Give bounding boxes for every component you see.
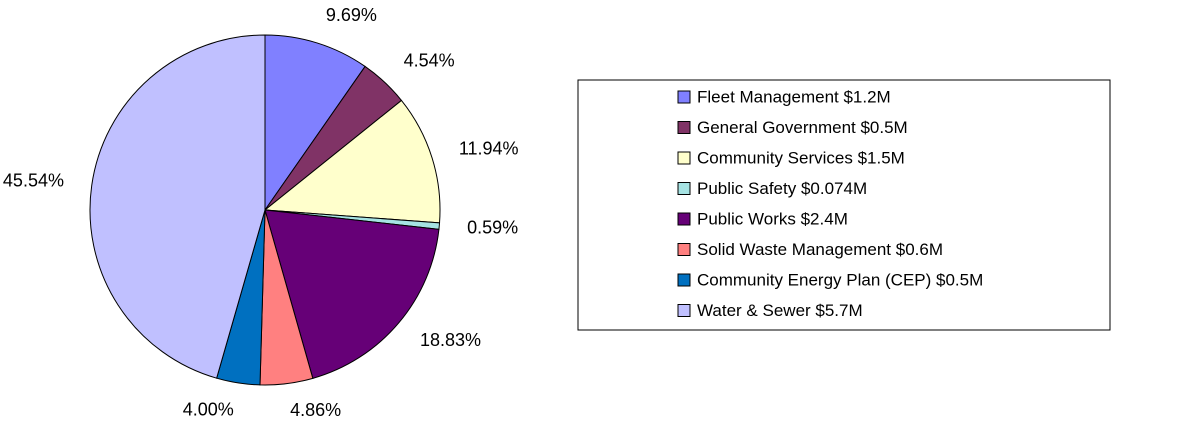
legend-swatch: [677, 182, 691, 195]
data-label: 9.69%: [326, 5, 377, 25]
legend-label: Solid Waste Management $0.6M: [697, 240, 943, 259]
pie-slice: [264, 209, 440, 379]
legend-swatch: [677, 121, 691, 134]
legend-swatch: [677, 212, 691, 226]
legend-swatch: [677, 304, 691, 317]
legend-label: Community Energy Plan (CEP) $0.5M: [697, 270, 983, 289]
data-label: 4.54%: [404, 50, 455, 70]
pie-slice: [263, 99, 441, 224]
data-label: 18.83%: [420, 330, 481, 350]
data-label: 4.00%: [183, 399, 234, 419]
legend-swatch: [677, 243, 691, 256]
legend-label: Community Services $1.5M: [697, 148, 905, 167]
legend-swatch: [677, 90, 691, 104]
legend-box: [577, 79, 1111, 331]
data-label: 4.86%: [290, 400, 341, 420]
legend-label: General Government $0.5M: [697, 118, 908, 137]
legend-label: Public Safety $0.074M: [697, 179, 867, 198]
legend-label: Fleet Management $1.2M: [697, 87, 891, 106]
pie-slice: [264, 34, 366, 212]
data-label: 11.94%: [459, 138, 519, 158]
legend-label: Public Works $2.4M: [697, 209, 848, 228]
legend-label: Water & Sewer $5.7M: [697, 301, 863, 320]
pie-slice: [89, 34, 266, 379]
data-label: 0.59%: [467, 217, 518, 237]
legend: Fleet Management $1.2M General Government…: [677, 87, 983, 320]
legend-swatch: [677, 151, 691, 165]
data-label: 45.54%: [3, 170, 64, 190]
legend-swatch: [677, 273, 691, 287]
